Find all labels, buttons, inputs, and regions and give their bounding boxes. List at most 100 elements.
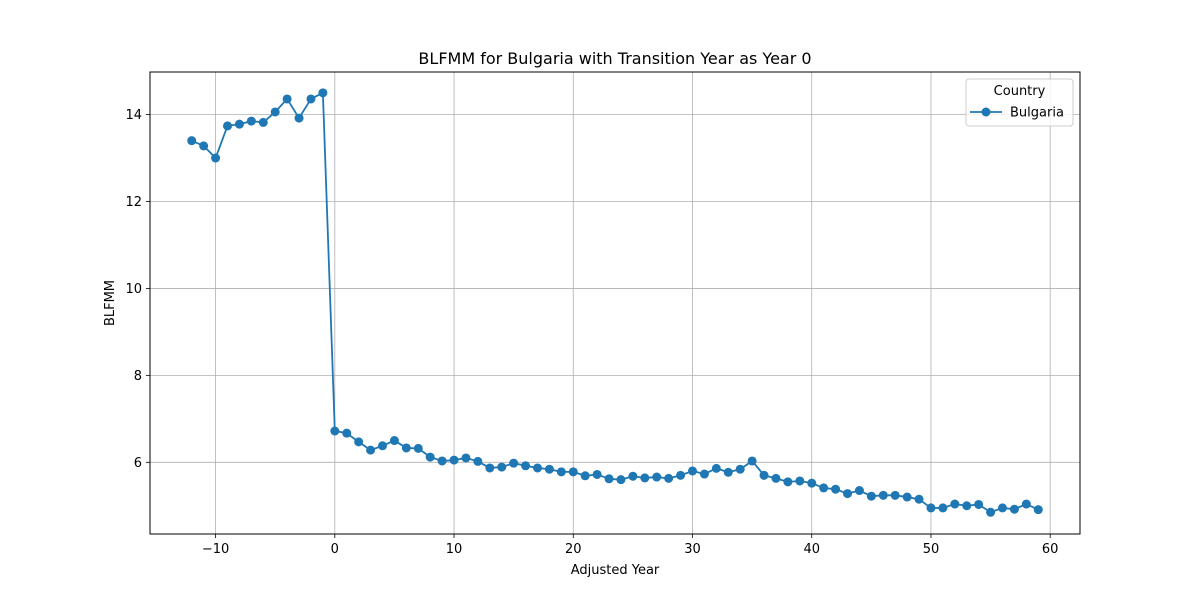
axis-ticks: −10 0 10 20 30 40 50 60 6 8 10 12 14 (125, 108, 1058, 557)
data-point (652, 472, 662, 482)
x-tick-label: 50 (923, 542, 940, 557)
data-point (628, 471, 638, 481)
data-point (926, 503, 936, 513)
data-point (1009, 504, 1019, 514)
x-axis-label: Adjusted Year (571, 563, 660, 578)
data-point (866, 491, 876, 501)
x-tick-label: 30 (684, 542, 701, 557)
data-point (843, 489, 852, 499)
y-tick-label: 14 (125, 108, 142, 123)
data-point (258, 117, 268, 127)
data-point (604, 474, 614, 484)
x-tick-label: 0 (331, 542, 339, 557)
data-point (998, 503, 1007, 513)
data-point (437, 456, 447, 466)
legend-box (965, 78, 1074, 127)
data-point (795, 476, 805, 486)
data-point (544, 464, 554, 474)
data-point (461, 453, 471, 463)
data-point (556, 467, 566, 477)
data-point (378, 441, 387, 451)
data-point (974, 499, 984, 509)
data-point (497, 462, 507, 472)
data-point (413, 443, 423, 453)
data-point (771, 473, 781, 483)
data-point (211, 153, 221, 163)
y-tick-label: 12 (125, 195, 142, 210)
data-point (819, 483, 829, 493)
data-point (425, 452, 435, 462)
data-point (699, 469, 709, 479)
data-point (521, 461, 531, 471)
data-point (246, 116, 256, 126)
data-point (676, 470, 686, 480)
data-point (401, 443, 411, 453)
data-point (342, 428, 352, 438)
data-point (688, 466, 697, 476)
data-point (735, 464, 745, 474)
data-point (306, 94, 316, 104)
data-point (294, 113, 304, 123)
data-point (449, 455, 459, 465)
data-point (950, 499, 960, 509)
data-point (723, 467, 733, 477)
series-line (191, 91, 1039, 514)
legend-marker (981, 107, 991, 117)
data-point (747, 456, 757, 466)
data-point (878, 490, 888, 500)
legend-title: Country (994, 84, 1046, 99)
data-point (234, 119, 244, 129)
data-point (330, 426, 340, 436)
data-point (389, 436, 399, 446)
data-point (592, 469, 602, 479)
x-tick-label: 10 (446, 542, 463, 557)
data-point (902, 492, 912, 502)
x-tick-label: 60 (1042, 542, 1059, 557)
data-point (914, 494, 924, 504)
plot-frame (149, 71, 1081, 535)
data-point (986, 507, 996, 517)
legend: Country Bulgaria (965, 78, 1074, 127)
data-point (640, 473, 650, 483)
x-tick-label: −10 (202, 542, 229, 557)
x-tick-label: 20 (565, 542, 582, 557)
data-point (616, 475, 626, 485)
data-point (711, 463, 721, 473)
data-point (223, 121, 232, 131)
y-tick-label: 6 (134, 456, 142, 471)
data-point (568, 467, 578, 477)
data-point (533, 463, 542, 473)
data-point (354, 437, 364, 447)
legend-series-label: Bulgaria (1010, 106, 1064, 121)
data-point (664, 473, 674, 483)
series-layer (187, 88, 1043, 517)
x-tick-label: 40 (803, 542, 820, 557)
data-point (485, 463, 495, 473)
y-tick-label: 10 (125, 282, 142, 297)
data-point (509, 458, 519, 468)
data-point (282, 94, 292, 104)
data-point (854, 486, 864, 496)
grid (150, 72, 1080, 534)
y-axis-label: BLFMM (103, 280, 118, 326)
data-point (318, 88, 328, 98)
data-point (759, 470, 769, 480)
data-point (890, 490, 900, 500)
data-point (783, 477, 793, 487)
data-point (1033, 505, 1043, 515)
data-point (187, 136, 197, 146)
data-point (807, 478, 817, 488)
data-point (366, 445, 376, 455)
data-point (938, 503, 948, 513)
data-point (473, 456, 483, 466)
data-point (1021, 499, 1031, 509)
data-point (962, 501, 972, 511)
data-point (199, 141, 209, 151)
y-tick-label: 8 (134, 369, 142, 384)
data-point (270, 107, 280, 117)
data-point (580, 471, 590, 481)
data-point (831, 484, 841, 494)
chart-title: BLFMM for Bulgaria with Transition Year … (418, 49, 811, 68)
